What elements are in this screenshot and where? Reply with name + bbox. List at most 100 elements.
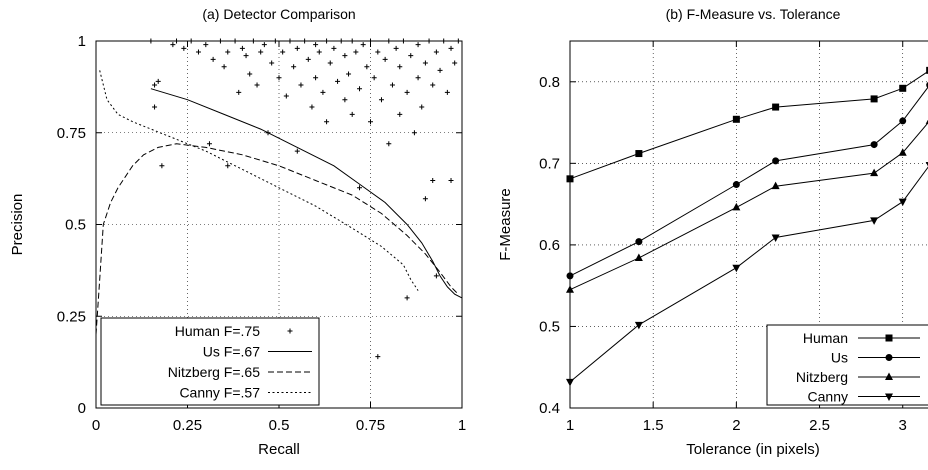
- data-point: [155, 78, 161, 84]
- legend-label: Nitzberg F=.65: [168, 364, 260, 380]
- x-tick-label: 2.5: [809, 417, 830, 434]
- plot-frame: [569, 40, 928, 409]
- data-point: [411, 130, 417, 136]
- data-point: [203, 42, 209, 48]
- data-point: [181, 45, 187, 51]
- series-group: [566, 66, 928, 387]
- data-point: [159, 163, 165, 169]
- legend-label: Canny: [808, 389, 848, 405]
- data-point: [349, 111, 355, 117]
- y-tick-label: 1: [78, 33, 86, 50]
- data-point: [448, 45, 454, 51]
- data-point: [243, 53, 249, 59]
- data-point: [298, 82, 304, 88]
- data-point: [382, 56, 388, 62]
- data-point: [433, 49, 439, 55]
- chart-a: (a) Detector Comparison 0 0.25 0.5 0.75 1 0 0.2…: [9, 6, 466, 458]
- chart-title: (a) Detector Comparison: [202, 6, 355, 22]
- data-point: [404, 89, 410, 95]
- legend: Human Us Nitzberg Canny: [766, 324, 928, 406]
- data-point: [925, 119, 928, 124]
- data-point: [327, 60, 333, 66]
- data-point: [386, 141, 392, 147]
- data-point: [448, 177, 454, 183]
- series-3: [95, 143, 459, 335]
- data-point: [772, 103, 780, 111]
- data-point: [419, 104, 425, 110]
- x-tick-label: 1: [566, 417, 574, 434]
- data-point: [371, 75, 377, 81]
- x-tick-label: 0.75: [356, 417, 385, 434]
- data-point: [195, 49, 201, 55]
- series-1: [148, 38, 461, 360]
- data-point: [342, 53, 348, 59]
- data-point: [357, 86, 363, 92]
- data-point: [378, 97, 384, 103]
- data-point: [634, 321, 643, 330]
- data-point: [771, 234, 780, 243]
- data-point: [320, 89, 326, 95]
- data-point: [771, 181, 780, 190]
- data-point: [357, 185, 363, 191]
- legend-swatch: [287, 328, 293, 334]
- data-point: [364, 64, 370, 70]
- series-1: [566, 66, 928, 183]
- data-point: [152, 82, 158, 88]
- data-point: [375, 354, 381, 360]
- data-point: [309, 104, 315, 110]
- x-tick-label: 1.5: [643, 417, 664, 434]
- data-point: [870, 217, 879, 225]
- x-axis-label: Tolerance (in pixels): [686, 441, 819, 458]
- x-tick-label: 0.5: [269, 417, 290, 434]
- data-point: [258, 49, 264, 55]
- data-point: [305, 56, 311, 62]
- data-point: [247, 71, 253, 77]
- data-point: [422, 60, 428, 66]
- y-tick-label: 0.75: [57, 125, 86, 142]
- legend-label: Nitzberg: [796, 369, 848, 385]
- legend-label: Human F=.75: [175, 323, 260, 339]
- data-point: [430, 82, 436, 88]
- data-point: [324, 119, 330, 125]
- data-point: [899, 117, 907, 125]
- x-axis-label: Recall: [258, 441, 300, 458]
- legend-marker: [885, 334, 893, 342]
- data-point: [389, 82, 395, 88]
- series-4: [566, 161, 928, 387]
- data-point: [898, 198, 907, 207]
- data-point: [269, 60, 275, 66]
- series-4: [99, 70, 419, 291]
- data-point: [210, 56, 216, 62]
- data-point: [926, 66, 928, 74]
- data-point: [437, 67, 443, 73]
- y-tick-label: 0.5: [539, 318, 560, 335]
- data-point: [433, 273, 439, 279]
- series-line: [95, 143, 459, 335]
- data-point: [360, 42, 366, 48]
- data-point: [236, 89, 242, 95]
- y-tick-label: 0.6: [539, 237, 560, 254]
- data-point: [452, 60, 458, 66]
- y-tick-label: 0: [78, 400, 86, 417]
- legend-label: Canny F=.57: [179, 385, 260, 401]
- legend-box: [100, 317, 320, 406]
- data-point: [353, 49, 359, 55]
- data-point: [368, 119, 373, 125]
- x-tick-label: 3: [899, 417, 907, 434]
- series-line: [569, 70, 928, 180]
- data-point: [732, 202, 741, 211]
- data-point: [444, 89, 450, 95]
- chart-title: (b) F-Measure vs. Tolerance: [666, 6, 841, 22]
- data-point: [870, 141, 878, 149]
- data-point: [313, 42, 319, 48]
- chart-b: (b) F-Measure vs. Tolerance 1 1.5 2 2.5 3 0.4 0…: [497, 6, 928, 458]
- legend-label: Us: [831, 350, 848, 366]
- data-point: [415, 42, 421, 48]
- data-point: [239, 45, 245, 51]
- data-point: [898, 148, 907, 156]
- data-point: [634, 253, 643, 261]
- data-point: [732, 181, 740, 189]
- series-line: [99, 70, 419, 291]
- data-point: [276, 75, 282, 81]
- x-tick-label: 0.25: [173, 417, 202, 434]
